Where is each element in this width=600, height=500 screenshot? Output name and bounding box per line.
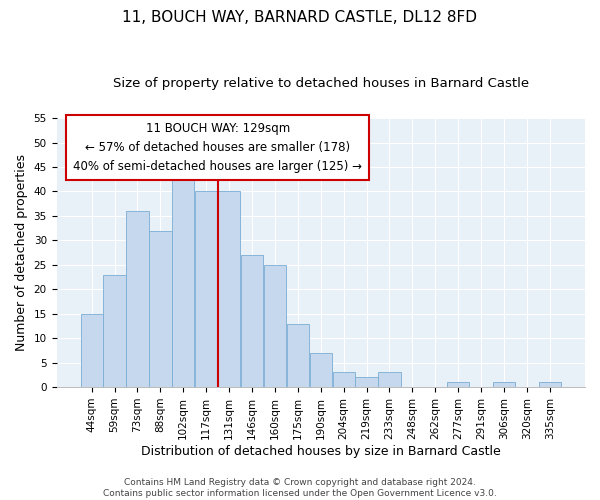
Text: 11 BOUCH WAY: 129sqm
← 57% of detached houses are smaller (178)
40% of semi-deta: 11 BOUCH WAY: 129sqm ← 57% of detached h…	[73, 122, 362, 173]
Title: Size of property relative to detached houses in Barnard Castle: Size of property relative to detached ho…	[113, 78, 529, 90]
Bar	[195, 192, 217, 387]
Bar	[379, 372, 401, 387]
Y-axis label: Number of detached properties: Number of detached properties	[15, 154, 28, 351]
Bar	[332, 372, 355, 387]
Bar	[355, 378, 377, 387]
X-axis label: Distribution of detached houses by size in Barnard Castle: Distribution of detached houses by size …	[141, 444, 500, 458]
Bar	[172, 172, 194, 387]
Bar	[447, 382, 469, 387]
Bar	[241, 255, 263, 387]
Bar	[127, 211, 149, 387]
Bar	[539, 382, 561, 387]
Bar	[493, 382, 515, 387]
Bar	[264, 265, 286, 387]
Bar	[80, 314, 103, 387]
Bar	[103, 274, 125, 387]
Bar	[218, 192, 240, 387]
Bar	[149, 230, 172, 387]
Bar	[287, 324, 309, 387]
Text: Contains HM Land Registry data © Crown copyright and database right 2024.
Contai: Contains HM Land Registry data © Crown c…	[103, 478, 497, 498]
Text: 11, BOUCH WAY, BARNARD CASTLE, DL12 8FD: 11, BOUCH WAY, BARNARD CASTLE, DL12 8FD	[122, 10, 478, 25]
Bar	[310, 353, 332, 387]
